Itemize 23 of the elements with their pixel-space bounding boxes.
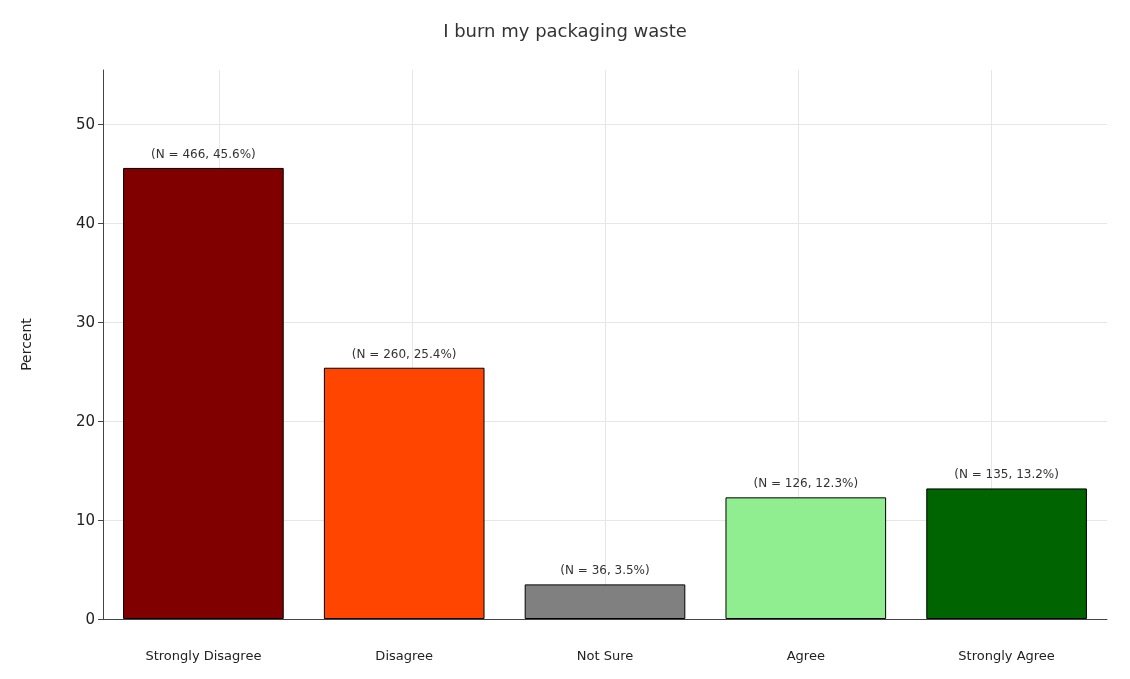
x-tick-label: Disagree (375, 648, 434, 663)
bar (725, 497, 887, 619)
data-label: (N = 135, 13.2%) (954, 467, 1059, 482)
x-tick-label: Strongly Agree (958, 648, 1055, 663)
chart-title: I burn my packaging waste (443, 19, 687, 41)
x-tick-label: Agree (786, 648, 825, 663)
x-tick-label: Not Sure (576, 648, 634, 663)
y-tick-label: 30 (75, 313, 95, 332)
x-tick-label: Strongly Disagree (145, 648, 262, 663)
y-tick-label: 40 (75, 214, 95, 233)
data-label: (N = 36, 3.5%) (560, 563, 650, 578)
bar (123, 167, 284, 619)
data-label: (N = 260, 25.4%) (351, 346, 457, 361)
y-axis-title: Percent (18, 317, 34, 371)
bar (926, 488, 1087, 619)
data-label: (N = 466, 45.6%) (151, 146, 256, 161)
y-tick-label: 20 (75, 412, 95, 431)
y-tick-label: 10 (75, 511, 95, 530)
bar (323, 367, 485, 619)
data-label: (N = 126, 12.3%) (753, 476, 859, 491)
y-tick-label: 50 (75, 115, 95, 134)
bar (524, 584, 686, 619)
y-tick-label: 0 (85, 610, 95, 628)
